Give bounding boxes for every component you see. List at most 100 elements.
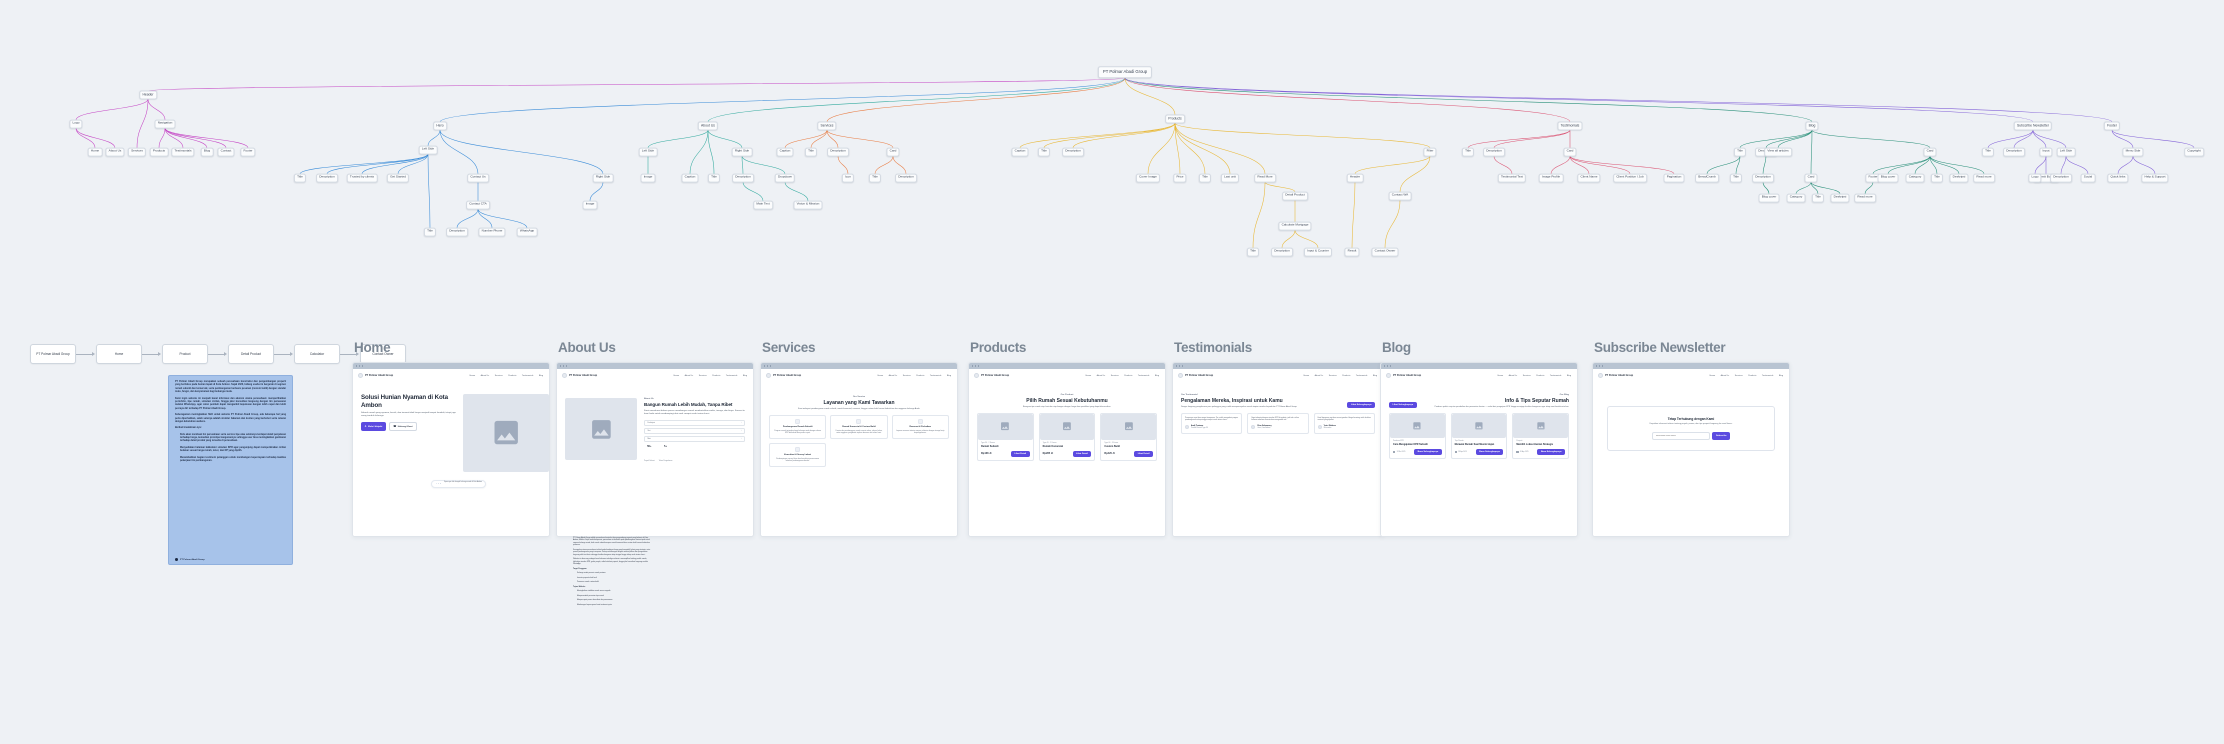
navbar-link[interactable]: Products	[916, 374, 925, 377]
tree-node[interactable]: Title	[1930, 173, 1944, 183]
browser-frame[interactable]: PT Polmar Abadi Group Home About Us Servic…	[968, 362, 1166, 537]
tree-node[interactable]: Products	[1165, 114, 1185, 124]
tree-node[interactable]: Trusted by clients	[346, 173, 378, 183]
navbar-link[interactable]: Products	[508, 374, 517, 377]
tree-node[interactable]: Dropdown	[774, 173, 796, 183]
blog-card[interactable]: Properti Memilih Lokasi Hunian Strategis…	[1512, 412, 1570, 460]
navbar-link[interactable]: Services	[1522, 374, 1531, 377]
product-card[interactable]: Type 36 · 2 Kamar Rumah Subsidi Rp168 Jt…	[977, 412, 1034, 461]
testimonials-more-button[interactable]: Lihat Selengkapnya	[1347, 402, 1375, 408]
browser-viewport[interactable]: PT Polmar Abadi Group Home About Us Servic…	[761, 369, 957, 536]
blog-more-button[interactable]: Lihat Selengkapnya	[1389, 402, 1417, 408]
product-detail-button[interactable]: Lihat Detail	[1072, 450, 1092, 457]
user-flow-diagram[interactable]: PT Polmar Abadi Group Home Product Detail P…	[30, 344, 406, 364]
tree-node[interactable]: Title	[423, 227, 437, 237]
tree-node[interactable]: Title	[707, 173, 721, 183]
tree-node[interactable]: Deskripsi	[1949, 173, 1969, 183]
tree-node[interactable]: Description	[1752, 173, 1774, 183]
tree-node[interactable]: Home	[87, 147, 103, 157]
navbar-links[interactable]: Home About Us Services Products Testimonials…	[1304, 375, 1377, 377]
tree-node[interactable]: Blog	[200, 147, 214, 157]
navbar-link[interactable]: Testimonials	[725, 374, 738, 377]
hero-primary-button[interactable]: ✦ Mulai Jelajahi	[361, 422, 386, 432]
tree-node[interactable]: Subscribe Newsletter	[2013, 121, 2053, 131]
navbar-link[interactable]: Products	[712, 374, 721, 377]
navbar-link[interactable]: Services	[698, 374, 707, 377]
tree-node[interactable]: Title	[1037, 147, 1051, 157]
page-mockup[interactable]: About Us PT Polmar Abadi Group Home About…	[556, 340, 754, 537]
tree-node[interactable]: Contact Us	[467, 173, 489, 183]
tree-node[interactable]: Pagination	[1663, 173, 1685, 183]
navbar-link[interactable]: Home	[877, 374, 884, 377]
tree-node[interactable]: Caption	[1011, 147, 1029, 157]
tree-node[interactable]: Title	[1461, 147, 1475, 157]
browser-viewport[interactable]: PT Polmar Abadi Group Home About Us Servic…	[969, 369, 1165, 536]
navbar-link[interactable]: Home	[1085, 374, 1092, 377]
tree-node[interactable]: Price	[1173, 173, 1187, 183]
tree-node[interactable]: Right Side	[731, 147, 753, 157]
navbar-link[interactable]: Blog	[742, 374, 747, 377]
navbar-link[interactable]: Blog	[1154, 374, 1159, 377]
tree-node[interactable]: Number Phone	[478, 227, 506, 237]
tree-node[interactable]: Testimonials	[171, 147, 195, 157]
tree-node[interactable]: Deskripsi	[1830, 193, 1850, 203]
newsletter-email-input[interactable]	[1651, 432, 1710, 440]
service-card-grid[interactable]: Pembangunan Rumah Subsidi Program rumah …	[769, 414, 949, 467]
tree-node[interactable]: Title	[868, 173, 882, 183]
tree-node[interactable]: Contact CTA	[466, 200, 490, 210]
site-navbar[interactable]: PT Polmar Abadi Group Home About Us Servic…	[969, 369, 1165, 382]
tree-node[interactable]: Footer	[2103, 121, 2121, 131]
tree-node[interactable]: Client Name	[1577, 173, 1601, 183]
tree-node[interactable]: Description	[1483, 147, 1505, 157]
navbar-link[interactable]: About Us	[1314, 374, 1324, 377]
navbar-link[interactable]: Home	[1303, 374, 1310, 377]
page-mockup[interactable]: Home PT Polmar Abadi Group Home About Us S…	[352, 340, 550, 537]
tree-node[interactable]: Card	[1923, 147, 1937, 157]
navbar-link[interactable]: Blog	[946, 374, 951, 377]
tree-node[interactable]: Title	[1733, 147, 1747, 157]
navbar-link[interactable]: Home	[673, 374, 680, 377]
navbar-link[interactable]: Testimonials	[929, 374, 942, 377]
tree-node[interactable]: Read more	[1973, 173, 1995, 183]
tree-node[interactable]: Services	[127, 147, 147, 157]
browser-frame[interactable]: PT Polmar Abadi Group Home About Us Servic…	[1380, 362, 1578, 537]
tree-node[interactable]: Logo	[2028, 173, 2042, 183]
blog-card-grid[interactable]: Panduan KPR Cara Mengajukan KPR Subsidi …	[1389, 412, 1570, 460]
blog-read-button[interactable]: Baca Selengkapnya	[1537, 449, 1566, 456]
tree-node[interactable]: Testimonials	[1557, 121, 1583, 131]
about-accordion[interactable]: Deskripsi › Visi › Misi ›	[644, 420, 745, 443]
tree-node[interactable]: Last unit	[1220, 173, 1240, 183]
tree-node[interactable]: Blog cover	[1758, 193, 1780, 203]
tree-node[interactable]: Blog cover	[1877, 173, 1899, 183]
tree-node[interactable]: Get Started	[386, 173, 410, 183]
tree-node[interactable]: Calculate Mortgage	[1278, 221, 1312, 231]
tree-node[interactable]: View all articles	[1764, 147, 1792, 157]
tree-node[interactable]: About Us	[105, 147, 125, 157]
navbar-link[interactable]: About Us	[888, 374, 898, 377]
product-card[interactable]: Type 60 · 3 Kamar Custom Build Rp420 Jt …	[1100, 412, 1158, 461]
navbar-links[interactable]: Home About Us Services Products Testimonials…	[1086, 375, 1159, 377]
navbar-link[interactable]: Home	[1709, 374, 1716, 377]
service-card[interactable]: Pembangunan Rumah Subsidi Program rumah …	[769, 414, 827, 439]
service-card[interactable]: Rumah Komersial & Custom Build Desain da…	[830, 414, 888, 439]
browser-viewport[interactable]: PT Polmar Abadi Group Home About Us Servic…	[1381, 369, 1577, 536]
accordion-row[interactable]: Deskripsi ›	[644, 420, 745, 427]
product-detail-button[interactable]: Lihat Detail	[1010, 450, 1030, 457]
tree-node[interactable]: Header	[139, 90, 157, 100]
navbar-links[interactable]: Home About Us Services Products Testimonials…	[674, 375, 747, 377]
tree-node[interactable]: Category	[1786, 193, 1806, 203]
project-brief-note[interactable]: PT Polmar Abadi Group merupakan sebuah p…	[168, 375, 293, 565]
accordion-row[interactable]: Misi ›	[644, 436, 745, 443]
navbar-brand[interactable]: PT Polmar Abadi Group	[1386, 373, 1421, 378]
tree-node[interactable]: Left Side	[2056, 147, 2076, 157]
tree-node[interactable]: Caption	[681, 173, 699, 183]
navbar-link[interactable]: Products	[1342, 374, 1351, 377]
navbar-link[interactable]: Services	[1110, 374, 1119, 377]
flow-step[interactable]: Calculator	[294, 344, 340, 364]
tree-node[interactable]: Description	[446, 227, 468, 237]
navbar-link[interactable]: About Us	[684, 374, 694, 377]
testimonial-card[interactable]: Prosesnya cepat dan sangat transparan. T…	[1181, 412, 1243, 435]
tree-node[interactable]: Social	[2080, 173, 2096, 183]
navbar-brand[interactable]: PT Polmar Abadi Group	[358, 373, 393, 378]
navbar-link[interactable]: Testimonials	[1549, 374, 1562, 377]
